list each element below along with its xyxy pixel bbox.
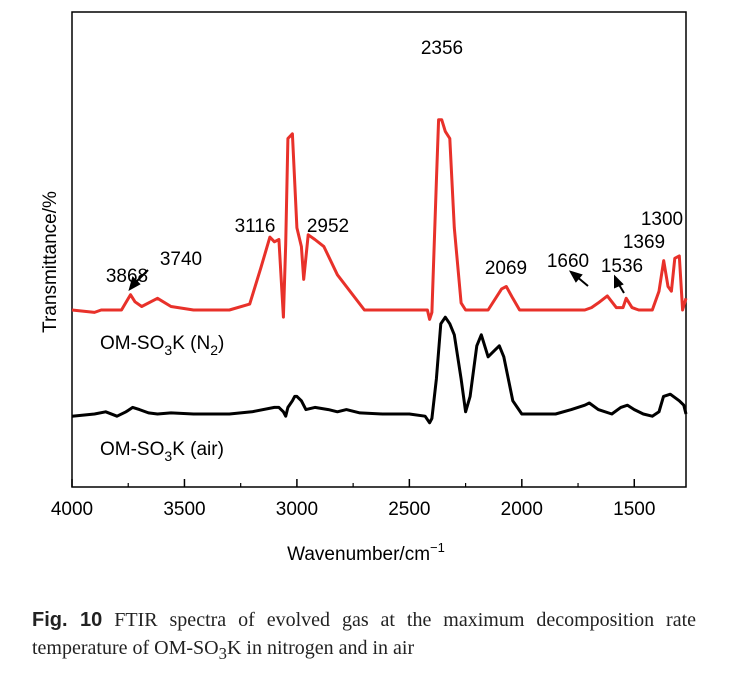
series-label-air: OM-SO3K (air) bbox=[100, 439, 224, 464]
arrow-1536-head bbox=[614, 274, 624, 289]
annotation-arrows bbox=[128, 269, 625, 294]
x-tick-label: 2000 bbox=[501, 499, 543, 520]
x-axis-title: Wavenumber/cm−1 bbox=[287, 540, 445, 565]
series-label-n2: OM-SO3K (N2) bbox=[100, 333, 224, 358]
figure-label: Fig. 10 bbox=[32, 609, 103, 631]
plot-frame bbox=[71, 11, 687, 488]
x-tick-label: 1500 bbox=[613, 499, 655, 520]
x-tick-label: 4000 bbox=[51, 499, 93, 520]
x-axis-ticks: 4000 3500 3000 2500 2000 1500 bbox=[51, 479, 655, 520]
x-tick-label: 3500 bbox=[163, 499, 205, 520]
series-line-air bbox=[71, 315, 688, 425]
x-tick-label: 2500 bbox=[388, 499, 430, 520]
arrow-1660-head bbox=[568, 270, 583, 283]
figure-caption: Fig. 10 FTIR spectra of evolved gas at t… bbox=[32, 606, 696, 668]
arrow-3740-head bbox=[128, 276, 141, 292]
peak-label-2356: 2356 bbox=[421, 38, 463, 59]
peak-label-1536: 1536 bbox=[601, 256, 643, 277]
series-line-n2 bbox=[71, 118, 688, 321]
series-layer bbox=[71, 118, 688, 425]
caption-text: FTIR spectra of evolved gas at the maxim… bbox=[32, 609, 697, 663]
x-tick-label: 3000 bbox=[276, 499, 318, 520]
peak-label-3116: 3116 bbox=[235, 216, 276, 237]
peak-label-2069: 2069 bbox=[485, 258, 527, 279]
peak-label-1300: 1300 bbox=[641, 209, 683, 230]
y-axis-title: Transmittance/% bbox=[40, 191, 61, 333]
peak-label-1660: 1660 bbox=[547, 251, 589, 272]
peak-label-2952: 2952 bbox=[307, 216, 349, 237]
peak-label-1369: 1369 bbox=[623, 232, 665, 253]
peak-label-3740: 3740 bbox=[160, 249, 202, 270]
